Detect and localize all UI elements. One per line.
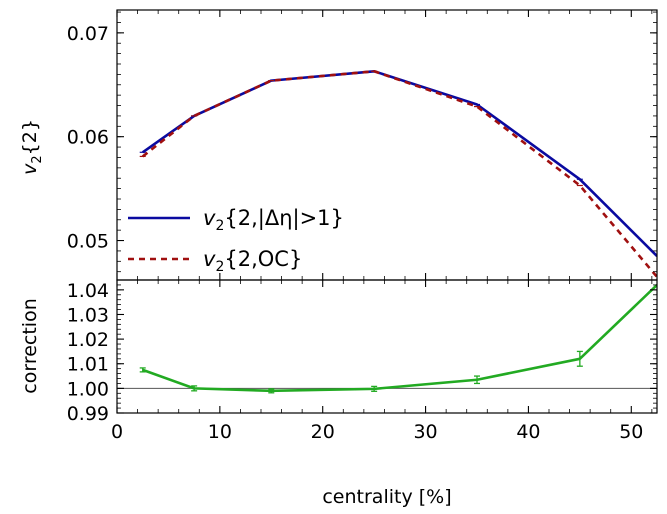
x-axis-label: centrality [%]	[322, 486, 451, 508]
bottom-plot-area	[117, 283, 657, 394]
x-tick-label: 50	[619, 421, 643, 443]
bottom-y-tick-label: 1.03	[67, 304, 109, 326]
legend-label-series-1: v2{2,|Δη|>1}	[203, 206, 344, 234]
bottom-panel: 0.99 1.001.01 1.02 1.031.04 0 10 20 30 40 50 corr…	[19, 279, 658, 508]
top-y-axis-label: v2{2}	[19, 119, 45, 175]
correction-line	[142, 283, 657, 393]
top-y-ticks: 0.05 0.06 0.07	[67, 10, 657, 280]
bottom-y-tick-label: 1.04	[67, 280, 109, 302]
top-plot-area	[139, 69, 657, 278]
x-tick-label: 0	[111, 421, 123, 443]
x-tick-label: 20	[311, 421, 335, 443]
bottom-y-axis-label: correction	[19, 298, 41, 393]
top-axes-frame	[116, 9, 658, 281]
top-y-tick-label: 0.06	[67, 127, 109, 149]
bottom-y-tick-label: 1.00	[67, 378, 109, 400]
x-tick-label: 40	[516, 421, 540, 443]
legend: v2{2,|Δη|>1} v2{2,OC}	[128, 206, 344, 275]
top-panel: 0.05 0.06 0.07 v2{2} v2{2,|Δη|>1} v2{2,OC}	[19, 9, 658, 281]
top-y-tick-label: 0.07	[67, 23, 109, 45]
legend-label-series-2: v2{2,OC}	[203, 247, 302, 275]
bottom-y-tick-label: 1.01	[67, 354, 109, 376]
bottom-y-tick-label: 0.99	[67, 403, 109, 425]
top-y-tick-label: 0.05	[67, 231, 109, 253]
series-line-2	[141, 69, 657, 278]
x-tick-label: 30	[413, 421, 437, 443]
bottom-y-tick-label: 1.02	[67, 329, 109, 351]
bottom-axes-frame	[116, 279, 658, 414]
bottom-ticks: 0.99 1.001.01 1.02 1.031.04 0 10 20 30 40 50	[67, 279, 657, 443]
x-tick-label: 10	[208, 421, 232, 443]
